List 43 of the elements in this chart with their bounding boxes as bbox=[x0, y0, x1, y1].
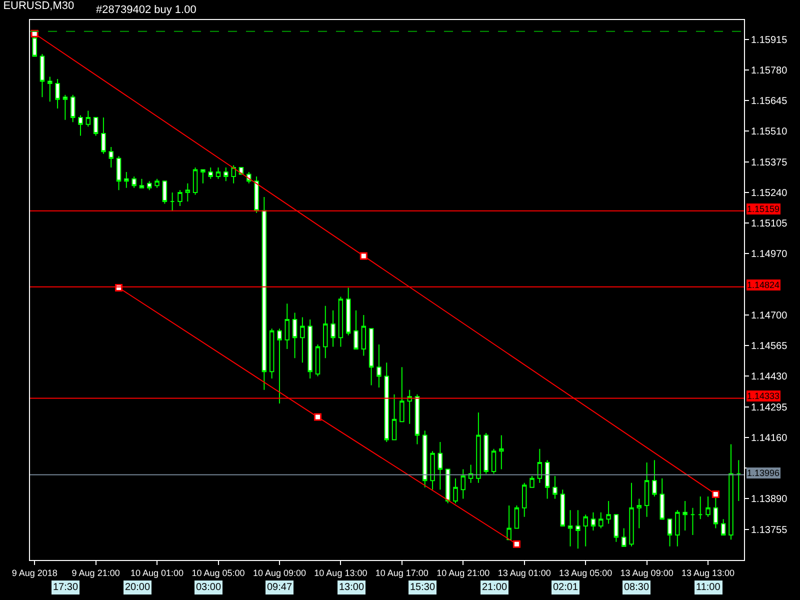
y-tick-label: 1.14970 bbox=[751, 249, 788, 260]
y-tick-label: 1.15645 bbox=[751, 96, 788, 108]
y-tick-label: 1.13890 bbox=[751, 494, 788, 506]
ref-line-label: 1.15159 bbox=[747, 204, 780, 214]
text: 02:01 bbox=[553, 582, 578, 593]
ref-line-label: 1.14824 bbox=[747, 280, 780, 290]
x-tick-label: 10 Aug 01:00 bbox=[130, 568, 184, 578]
x-tick-label: 10 Aug 21:00 bbox=[436, 568, 490, 578]
text: 11:00 bbox=[696, 582, 721, 593]
chart-title: EURUSD,M30 bbox=[3, 0, 74, 12]
y-tick-label: 1.15105 bbox=[751, 218, 788, 230]
x-tick-label: 13 Aug 13:00 bbox=[682, 568, 735, 578]
text: 08:30 bbox=[624, 582, 650, 593]
x-tick-label: 9 Aug 21:00 bbox=[72, 568, 120, 578]
y-tick-label: 1.15510 bbox=[751, 126, 788, 138]
x-tick-label: 10 Aug 17:00 bbox=[375, 568, 428, 578]
text: 17:30 bbox=[53, 582, 78, 593]
y-tick-label: 1.14700 bbox=[751, 310, 788, 322]
y-tick-label: 1.14430 bbox=[751, 372, 788, 383]
ref-line-label: #28739402 buy 1.00 bbox=[96, 4, 196, 16]
y-tick-label: 1.14160 bbox=[751, 432, 788, 444]
x-tick-label: 13 Aug 01:00 bbox=[498, 568, 551, 578]
x-tick-label: 9 Aug 2018 bbox=[12, 568, 58, 578]
x-tick-label: 10 Aug 09:00 bbox=[252, 568, 306, 578]
ref-line-label: 1.13996 bbox=[747, 468, 780, 478]
text: 03:00 bbox=[196, 582, 222, 593]
x-tick-label: 13 Aug 09:00 bbox=[620, 568, 674, 578]
y-tick-label: 1.14565 bbox=[751, 341, 788, 352]
ref-line-label: 1.14333 bbox=[747, 391, 780, 401]
x-tick-label: 10 Aug 05:00 bbox=[192, 568, 245, 578]
text: 21:00 bbox=[482, 582, 508, 593]
y-tick-label: 1.15375 bbox=[751, 157, 788, 168]
y-tick-label: 1.15915 bbox=[751, 34, 788, 46]
text: 20:00 bbox=[125, 582, 150, 593]
y-tick-label: 1.15780 bbox=[751, 65, 788, 76]
y-tick-label: 1.13755 bbox=[751, 524, 788, 536]
x-tick-label: 10 Aug 13:00 bbox=[314, 568, 368, 578]
x-tick-label: 13 Aug 05:00 bbox=[559, 568, 612, 578]
text: 09:47 bbox=[267, 582, 292, 593]
y-tick-label: 1.14295 bbox=[751, 402, 788, 414]
y-tick-label: 1.15240 bbox=[751, 188, 788, 199]
text: 13:00 bbox=[339, 582, 364, 593]
text: 15:30 bbox=[410, 582, 436, 593]
